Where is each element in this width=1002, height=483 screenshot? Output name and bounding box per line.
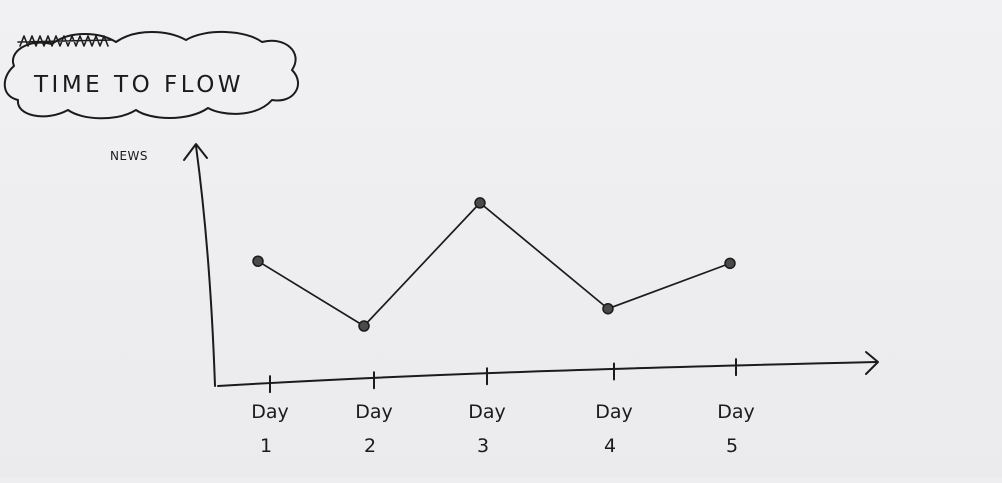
chart-title: TIME TO FLOW xyxy=(33,72,244,98)
y-axis-line xyxy=(195,145,216,387)
x-tick-label: Day xyxy=(595,401,633,423)
x-tick-label: Day xyxy=(355,401,393,423)
x-tick-label: 5 xyxy=(726,435,738,457)
x-axis-arrow xyxy=(865,351,879,375)
data-point xyxy=(252,255,264,267)
x-tick-label: 3 xyxy=(477,435,489,457)
series-line xyxy=(257,202,731,327)
x-tick-label: Day xyxy=(717,401,755,423)
x-axis-line xyxy=(217,361,877,387)
data-point xyxy=(474,197,486,209)
data-point xyxy=(358,320,370,332)
title-bubble xyxy=(3,31,299,120)
y-axis-arrow xyxy=(183,143,208,161)
y-axis-label: NEWS xyxy=(110,149,148,163)
x-tick-label: 4 xyxy=(604,435,616,457)
x-tick-label: Day xyxy=(251,401,289,423)
x-tick-label: Day xyxy=(468,401,506,423)
x-tick-label: 2 xyxy=(364,435,376,457)
x-tick-label: 1 xyxy=(260,435,272,457)
data-point xyxy=(724,257,736,270)
data-point xyxy=(602,302,614,315)
